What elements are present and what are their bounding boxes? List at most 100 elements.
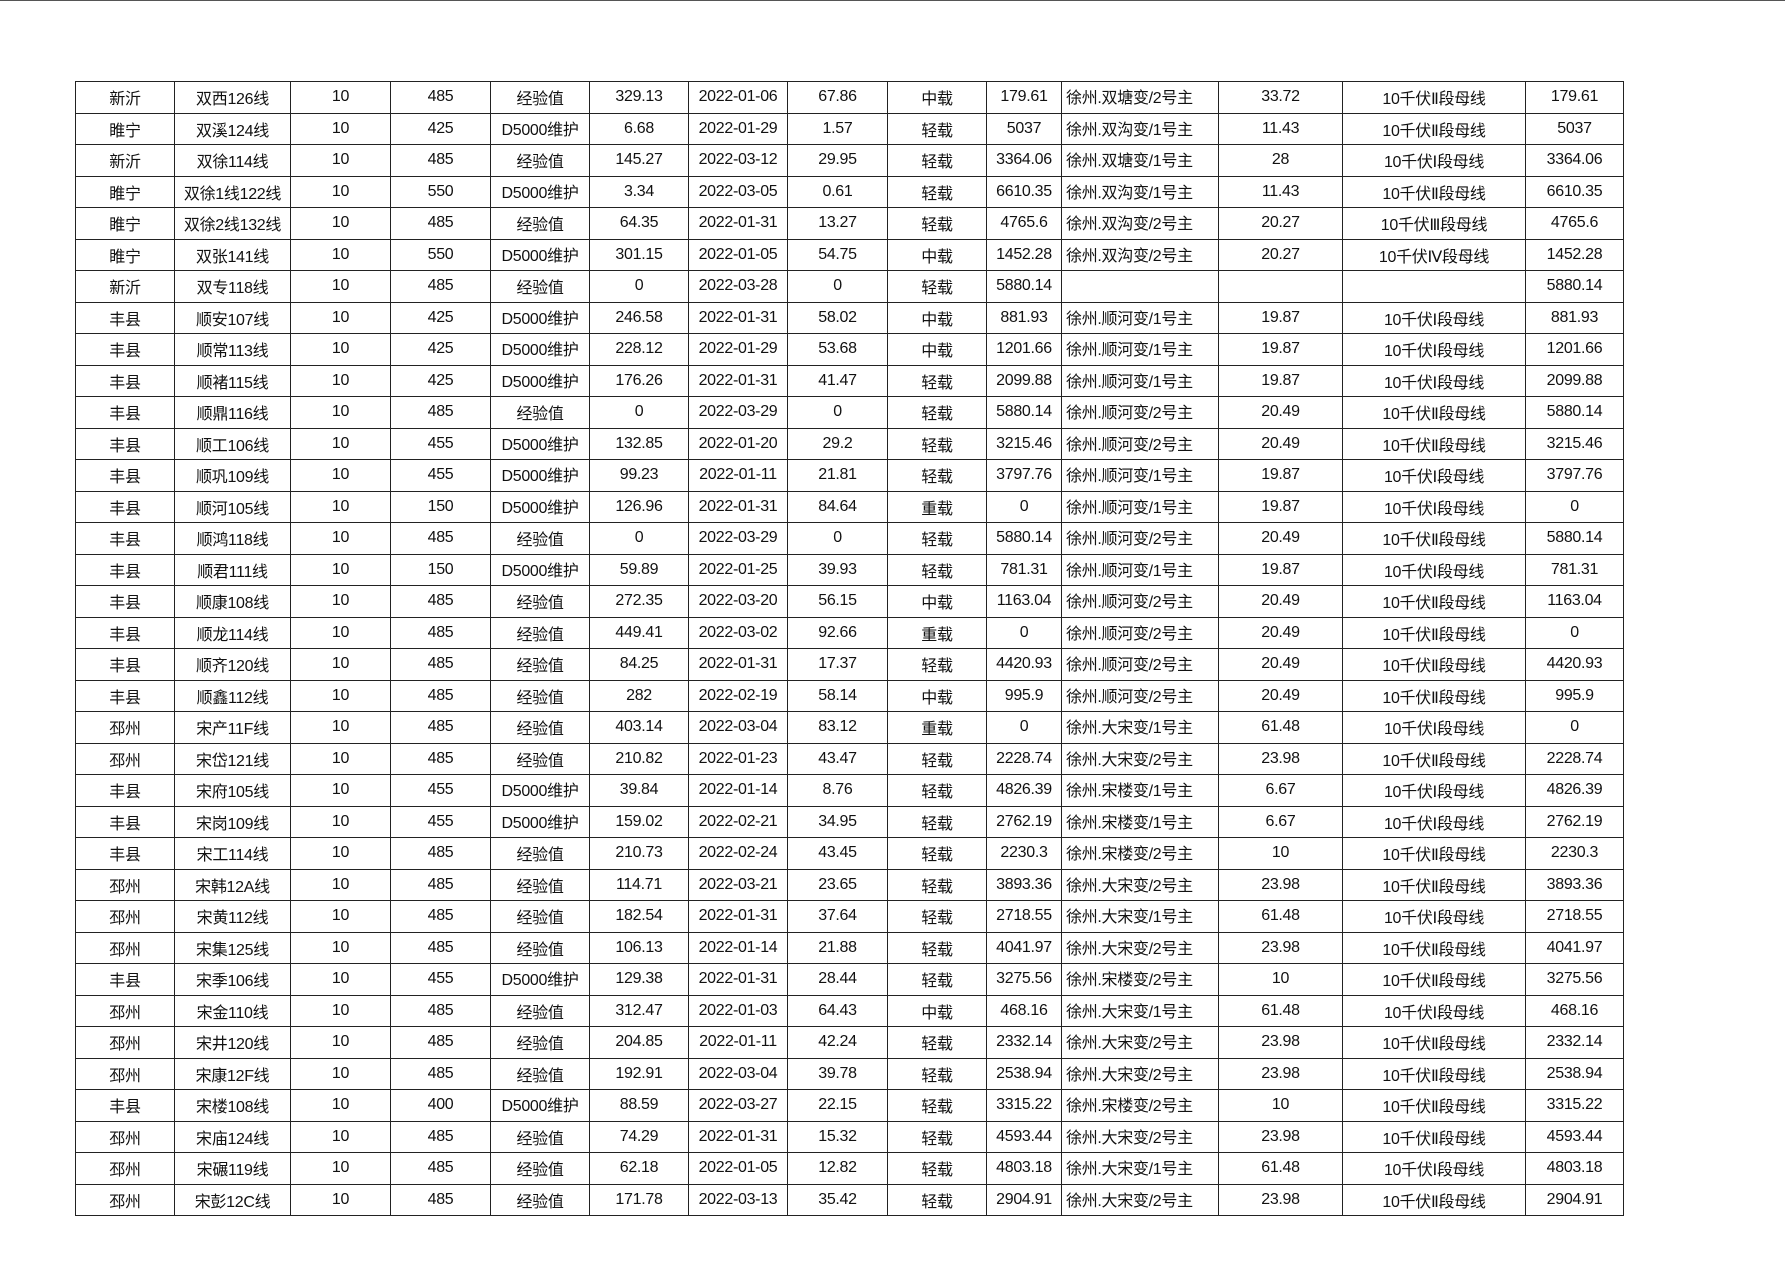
cell-substation-transformer: 徐州.大宋变/1号主 (1061, 994, 1219, 1027)
cell-substation-transformer: 徐州.双沟变/2号主 (1061, 207, 1219, 240)
cell-load-rate: 64.43 (787, 994, 888, 1027)
cell-load-level: 轻载 (887, 144, 987, 177)
cell-bus-section (1342, 270, 1526, 303)
cell-available-capacity: 2332.14 (1525, 1026, 1624, 1059)
cell-remaining-capacity: 3215.46 (986, 427, 1062, 460)
cell-load-level: 轻载 (887, 774, 987, 807)
cell-remaining-capacity: 2538.94 (986, 1057, 1062, 1090)
cell-load-level: 中载 (887, 679, 987, 712)
cell-feeder-name: 宋黄112线 (174, 900, 291, 933)
cell-load-rate: 43.47 (787, 742, 888, 775)
table-row: 邳州 宋集125线 10 485 经验值 106.13 2022-01-14 21.88 轻载 4… (75, 931, 1624, 964)
cell-bus-section: 10千伏Ⅰ段母线 (1342, 490, 1526, 523)
cell-load-level: 轻载 (887, 931, 987, 964)
cell-available-capacity: 4803.18 (1525, 1152, 1624, 1185)
cell-transformer-load-rate: 23.98 (1218, 931, 1343, 964)
table-row: 丰县 宋楼108线 10 400 D5000维护 88.59 2022-03-27 22.15… (75, 1089, 1624, 1122)
cell-substation-transformer: 徐州.双塘变/2号主 (1061, 81, 1219, 114)
cell-current: 282 (589, 679, 689, 712)
cell-transformer-load-rate: 19.87 (1218, 490, 1343, 523)
cell-available-capacity: 0 (1525, 616, 1624, 649)
cell-voltage: 10 (290, 616, 391, 649)
cell-remaining-capacity: 2228.74 (986, 742, 1062, 775)
cell-date: 2022-03-29 (688, 396, 788, 429)
cell-date: 2022-03-05 (688, 175, 788, 208)
cell-load-level: 轻载 (887, 459, 987, 492)
cell-remaining-capacity: 5037 (986, 112, 1062, 145)
cell-feeder-name: 顺鸿118线 (174, 522, 291, 555)
cell-remaining-capacity: 6610.35 (986, 175, 1062, 208)
cell-rated-current: 425 (390, 333, 491, 366)
table-row: 丰县 顺安107线 10 425 D5000维护 246.58 2022-01-31 58.0… (75, 301, 1624, 334)
cell-current: 114.71 (589, 868, 689, 901)
cell-load-rate: 0 (787, 270, 888, 303)
cell-available-capacity: 2762.19 (1525, 805, 1624, 838)
cell-current: 145.27 (589, 144, 689, 177)
cell-substation-transformer: 徐州.大宋变/1号主 (1061, 1152, 1219, 1185)
cell-remaining-capacity: 5880.14 (986, 270, 1062, 303)
cell-remaining-capacity: 2099.88 (986, 364, 1062, 397)
cell-voltage: 10 (290, 900, 391, 933)
cell-transformer-load-rate: 23.98 (1218, 742, 1343, 775)
cell-feeder-name: 双张141线 (174, 238, 291, 271)
cell-rated-current: 400 (390, 1089, 491, 1122)
cell-date: 2022-01-05 (688, 238, 788, 271)
cell-bus-section: 10千伏Ⅱ段母线 (1342, 396, 1526, 429)
cell-feeder-name: 顺安107线 (174, 301, 291, 334)
cell-voltage: 10 (290, 112, 391, 145)
table-row: 丰县 顺鸿118线 10 485 经验值 0 2022-03-29 0 轻载 5880.14 徐州.… (75, 522, 1624, 555)
cell-bus-section: 10千伏Ⅱ段母线 (1342, 81, 1526, 114)
cell-load-level: 轻载 (887, 1120, 987, 1153)
cell-source: D5000维护 (490, 364, 590, 397)
cell-source: 经验值 (490, 1057, 590, 1090)
cell-voltage: 10 (290, 742, 391, 775)
cell-transformer-load-rate: 10 (1218, 963, 1343, 996)
cell-available-capacity: 179.61 (1525, 81, 1624, 114)
cell-rated-current: 485 (390, 1183, 491, 1216)
cell-source: D5000维护 (490, 333, 590, 366)
cell-current: 84.25 (589, 648, 689, 681)
cell-bus-section: 10千伏Ⅱ段母线 (1342, 648, 1526, 681)
cell-available-capacity: 4765.6 (1525, 207, 1624, 240)
cell-current: 246.58 (589, 301, 689, 334)
cell-load-rate: 53.68 (787, 333, 888, 366)
cell-load-rate: 34.95 (787, 805, 888, 838)
cell-current: 171.78 (589, 1183, 689, 1216)
cell-source: 经验值 (490, 711, 590, 744)
cell-remaining-capacity: 3315.22 (986, 1089, 1062, 1122)
cell-substation-transformer: 徐州.宋楼变/1号主 (1061, 774, 1219, 807)
cell-date: 2022-03-29 (688, 522, 788, 555)
cell-date: 2022-03-28 (688, 270, 788, 303)
cell-load-rate: 37.64 (787, 900, 888, 933)
cell-source: 经验值 (490, 1026, 590, 1059)
cell-source: 经验值 (490, 1152, 590, 1185)
cell-load-rate: 13.27 (787, 207, 888, 240)
cell-source: 经验值 (490, 994, 590, 1027)
cell-load-level: 轻载 (887, 1089, 987, 1122)
cell-bus-section: 10千伏Ⅱ段母线 (1342, 837, 1526, 870)
cell-load-rate: 12.82 (787, 1152, 888, 1185)
cell-substation-transformer: 徐州.双沟变/1号主 (1061, 175, 1219, 208)
cell-load-rate: 21.81 (787, 459, 888, 492)
cell-feeder-name: 宋彭12C线 (174, 1183, 291, 1216)
cell-rated-current: 455 (390, 774, 491, 807)
cell-date: 2022-01-11 (688, 1026, 788, 1059)
cell-bus-section: 10千伏Ⅱ段母线 (1342, 1089, 1526, 1122)
cell-remaining-capacity: 4826.39 (986, 774, 1062, 807)
cell-current: 88.59 (589, 1089, 689, 1122)
cell-available-capacity: 5880.14 (1525, 522, 1624, 555)
cell-current: 159.02 (589, 805, 689, 838)
cell-source: 经验值 (490, 931, 590, 964)
cell-remaining-capacity: 2718.55 (986, 900, 1062, 933)
cell-county: 邳州 (75, 931, 175, 964)
table-row: 睢宁 双徐1线122线 10 550 D5000维护 3.34 2022-03-05 0.61… (75, 175, 1624, 208)
cell-load-rate: 67.86 (787, 81, 888, 114)
cell-transformer-load-rate: 20.49 (1218, 522, 1343, 555)
cell-remaining-capacity: 1163.04 (986, 585, 1062, 618)
cell-rated-current: 485 (390, 585, 491, 618)
cell-remaining-capacity: 4041.97 (986, 931, 1062, 964)
cell-available-capacity: 4041.97 (1525, 931, 1624, 964)
cell-available-capacity: 3364.06 (1525, 144, 1624, 177)
cell-source: D5000维护 (490, 238, 590, 271)
cell-transformer-load-rate: 20.49 (1218, 616, 1343, 649)
